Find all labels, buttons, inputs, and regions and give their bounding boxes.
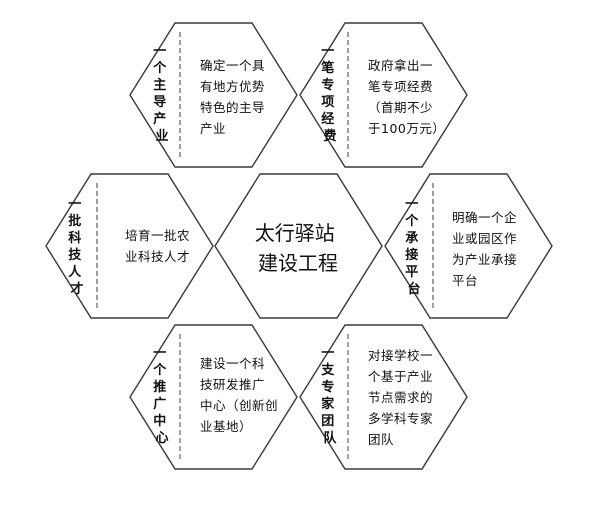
hex-top-right-title: 一 笔 专 项 经 费 <box>321 44 339 144</box>
hex-mid-left: 一 批 科 技 人 才 培育一批农 业科技人才 <box>45 173 214 319</box>
hex-top-left-shape <box>129 22 298 168</box>
hex-bottom-left-title: 一 个 推 广 中 心 <box>152 346 171 446</box>
center-title: 太行驿站 建设工程 <box>255 221 341 275</box>
hex-center: 太行驿站 建设工程 <box>214 173 383 319</box>
hex-top-left: 一 个 主 导 产 业 确定一个具 有地方优势 特色的主导 产业 <box>129 22 298 168</box>
hex-mid-right-title: 一 个 承 接 平 台 <box>404 197 423 297</box>
hex-top-right-desc: 政府拿出一 笔专项经费 （首期不少 于100万元） <box>368 58 445 136</box>
hex-bottom-right-shape <box>299 324 468 470</box>
hex-bottom-right-desc: 对接学校一 个基于产业 节点需求的 多学科专家 团队 <box>368 348 438 447</box>
hex-bottom-left-desc: 建设一个科 技研发推广 中心（创新创 业基地） <box>200 356 283 434</box>
hex-top-right: 一 笔 专 项 经 费 政府拿出一 笔专项经费 （首期不少 于100万元） <box>299 22 468 168</box>
hex-bottom-right-title: 一 支 专 家 团 队 <box>320 346 339 446</box>
hex-center-shape <box>214 173 383 319</box>
hex-bottom-right: 一 支 专 家 团 队 对接学校一 个基于产业 节点需求的 多学科专家 团队 <box>299 324 468 470</box>
hex-mid-right-desc: 明确一个企 业或园区作 为产业承接 平台 <box>452 210 522 288</box>
hex-top-right-shape <box>299 22 468 168</box>
hex-bottom-left: 一 个 推 广 中 心 建设一个科 技研发推广 中心（创新创 业基地） <box>129 324 298 470</box>
hex-mid-left-title: 一 批 科 技 人 才 <box>68 197 86 297</box>
hex-mid-right-shape <box>384 173 553 319</box>
hex-mid-left-shape <box>45 173 214 319</box>
hex-top-left-title: 一 个 主 导 产 业 <box>152 44 171 144</box>
hex-top-left-desc: 确定一个具 有地方优势 特色的主导 产业 <box>200 58 270 136</box>
hex-mid-right: 一 个 承 接 平 台 明确一个企 业或园区作 为产业承接 平台 <box>384 173 553 319</box>
hex-mid-left-desc: 培育一批农 业科技人才 <box>125 228 195 264</box>
hex-bottom-left-shape <box>129 324 298 470</box>
